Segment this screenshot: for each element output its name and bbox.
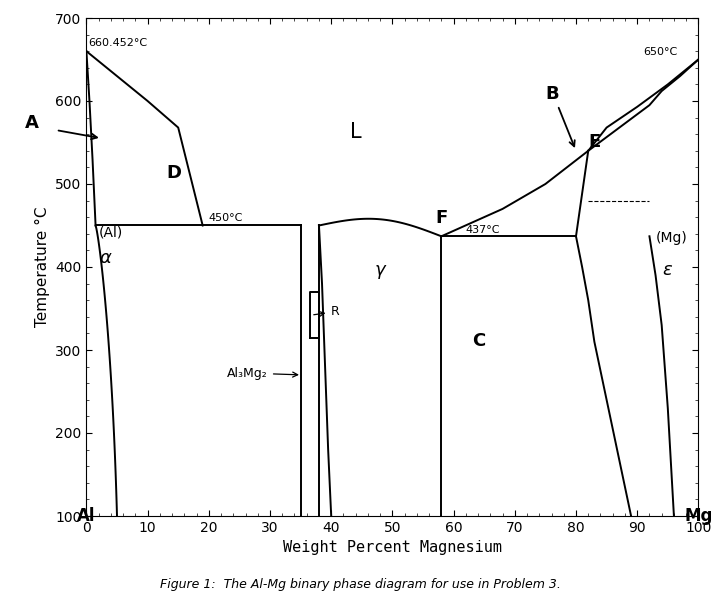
- Text: B: B: [546, 85, 559, 103]
- Text: 437°C: 437°C: [466, 225, 500, 235]
- Text: R: R: [314, 305, 340, 318]
- Text: $\alpha$: $\alpha$: [99, 249, 112, 267]
- Text: Figure 1:  The Al-Mg binary phase diagram for use in Problem 3.: Figure 1: The Al-Mg binary phase diagram…: [160, 578, 560, 591]
- Text: Al: Al: [77, 507, 96, 525]
- Text: (Mg): (Mg): [655, 231, 688, 245]
- Text: 650°C: 650°C: [644, 47, 678, 58]
- Text: 450°C: 450°C: [209, 214, 243, 223]
- Text: $\varepsilon$: $\varepsilon$: [662, 261, 672, 279]
- Text: Mg: Mg: [684, 507, 713, 525]
- Text: $\gamma$: $\gamma$: [374, 263, 387, 281]
- Text: Al₃Mg₂: Al₃Mg₂: [227, 367, 297, 380]
- Text: E: E: [588, 133, 600, 151]
- Text: A: A: [25, 113, 39, 131]
- Y-axis label: Temperature °C: Temperature °C: [35, 207, 50, 327]
- Text: L: L: [350, 122, 361, 142]
- Text: (Al): (Al): [99, 225, 123, 239]
- X-axis label: Weight Percent Magnesium: Weight Percent Magnesium: [283, 541, 502, 556]
- Text: F: F: [435, 209, 448, 227]
- Text: C: C: [472, 332, 485, 350]
- Text: 660.452°C: 660.452°C: [89, 38, 148, 48]
- Text: D: D: [166, 164, 181, 182]
